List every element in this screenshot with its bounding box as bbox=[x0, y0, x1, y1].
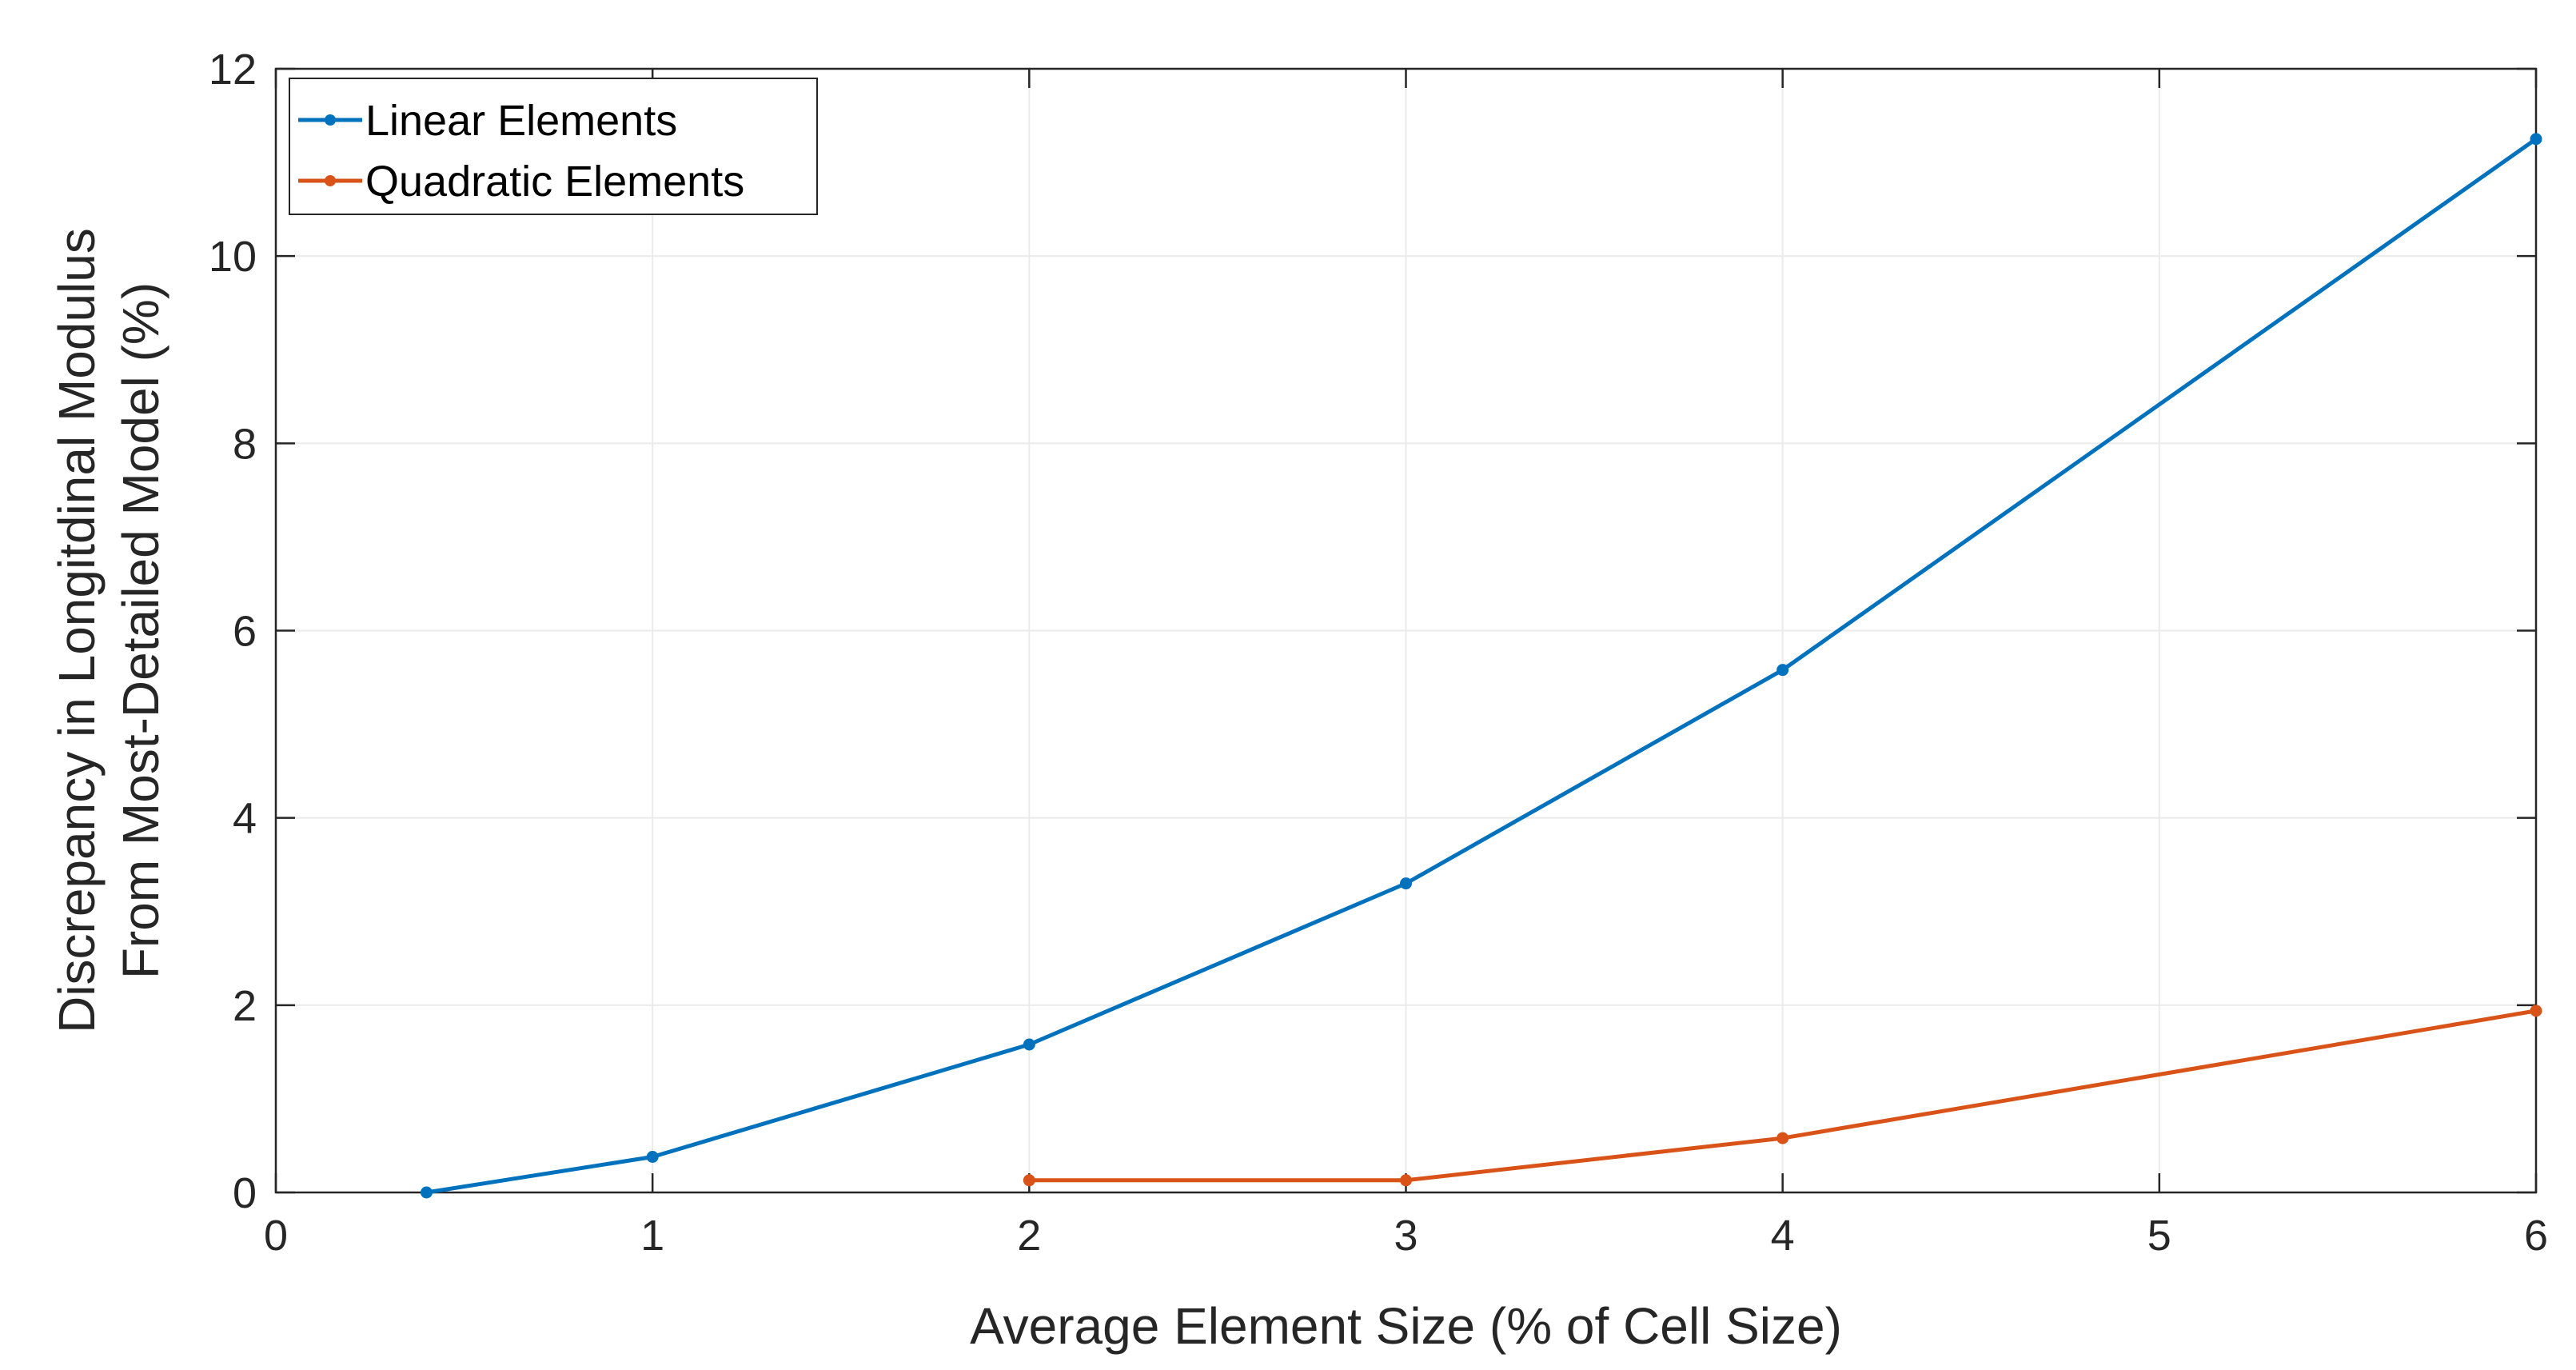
series-linear-elements bbox=[420, 133, 2542, 1199]
legend: Linear Elements Quadratic Elements bbox=[289, 78, 818, 215]
x-tick-label: 2 bbox=[1017, 1212, 1041, 1260]
x-tick-label: 4 bbox=[1771, 1212, 1795, 1260]
y-axis-title: Discrepancy in Longitdinal Modulus From … bbox=[48, 228, 169, 1033]
y-tick-label: 0 bbox=[233, 1169, 257, 1217]
x-tick-label: 3 bbox=[1394, 1212, 1418, 1260]
y-tick-label: 4 bbox=[233, 795, 257, 843]
x-tick-label: 1 bbox=[640, 1212, 664, 1260]
legend-entry-linear: Linear Elements bbox=[298, 97, 677, 145]
y-tick-label: 8 bbox=[233, 420, 257, 468]
data-point bbox=[420, 1186, 433, 1199]
x-axis-title: Average Element Size (% of Cell Size) bbox=[970, 1297, 1842, 1355]
data-point bbox=[1776, 664, 1789, 677]
series-line bbox=[426, 137, 2538, 1195]
series-quadratic-elements bbox=[1023, 1005, 2542, 1187]
data-point bbox=[2530, 133, 2542, 146]
data-point bbox=[1023, 1174, 1035, 1187]
data-point bbox=[1400, 877, 1412, 890]
data-point bbox=[646, 1151, 659, 1164]
legend-label-linear: Linear Elements bbox=[365, 97, 677, 145]
y-tick-label: 10 bbox=[209, 233, 257, 281]
legend-entry-quadratic: Quadratic Elements bbox=[298, 158, 744, 206]
data-series bbox=[420, 133, 2542, 1199]
data-point bbox=[2530, 1005, 2542, 1017]
data-point bbox=[1023, 1038, 1035, 1051]
y-axis-title-line-2: From Most-Detailed Model (%) bbox=[112, 282, 169, 979]
legend-marker-linear bbox=[325, 114, 336, 126]
x-tick-label: 0 bbox=[264, 1212, 288, 1260]
x-tick-label: 5 bbox=[2147, 1212, 2171, 1260]
legend-box bbox=[289, 78, 818, 215]
data-point bbox=[1400, 1174, 1412, 1187]
legend-label-quadratic: Quadratic Elements bbox=[365, 158, 744, 206]
legend-marker-quadratic bbox=[325, 175, 336, 186]
y-tick-label: 2 bbox=[233, 982, 257, 1030]
data-point bbox=[1776, 1132, 1789, 1144]
y-tick-label: 12 bbox=[209, 46, 257, 94]
series-line bbox=[1029, 1009, 2537, 1183]
y-axis-title-line-1: Discrepancy in Longitdinal Modulus bbox=[48, 228, 106, 1033]
y-tick-label: 6 bbox=[233, 608, 257, 656]
x-tick-label: 6 bbox=[2524, 1212, 2548, 1260]
